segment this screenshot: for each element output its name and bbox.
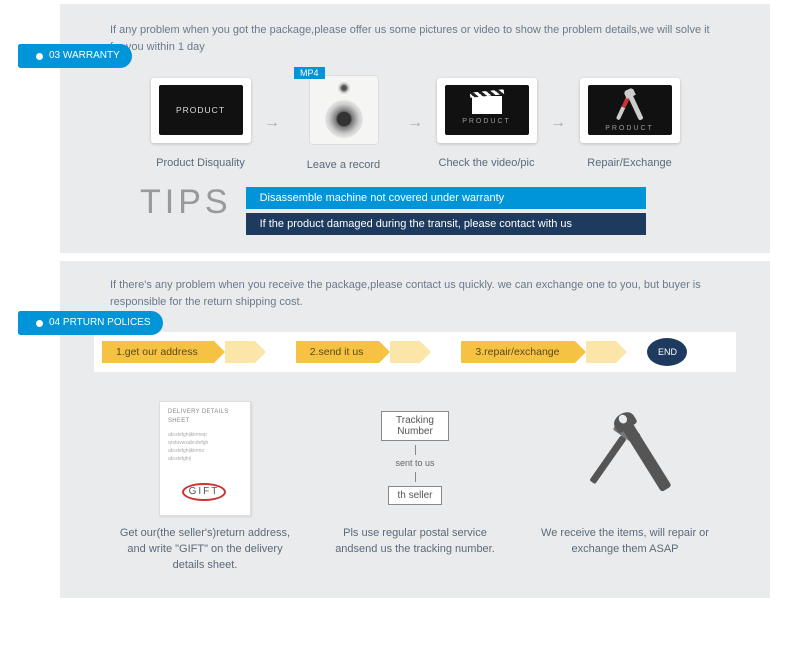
arrow-right-icon: →: [264, 114, 280, 132]
return-col-tracking: Tracking Number sent to us th seller Pls…: [325, 398, 505, 574]
flow-label: Leave a record: [307, 159, 380, 171]
step-3: 3.repair/exchange: [461, 341, 586, 363]
step-2: 2.send it us: [296, 341, 391, 363]
hammer-wrench-icon: [580, 413, 670, 503]
seller-box: th seller: [388, 486, 441, 505]
sent-label: sent to us: [395, 459, 434, 469]
end-badge: END: [647, 338, 687, 366]
product-monitor-icon: PRODUCT: [151, 78, 251, 143]
video-monitor-icon: PRODUCT: [437, 78, 537, 143]
mp4-badge: MP4: [294, 67, 325, 79]
tip-transit: If the product damaged during the transi…: [246, 213, 646, 235]
delivery-sheet-icon: DELIVERY DETAILS SHEET abcdefghijklmnopq…: [159, 401, 251, 516]
clapperboard-icon: [472, 96, 502, 114]
return-flow: DELIVERY DETAILS SHEET abcdefghijklmnopq…: [80, 398, 750, 580]
arrow-right-icon: →: [407, 114, 423, 132]
warranty-tab: 03 WARRANTY: [18, 44, 132, 68]
tools-icon: [612, 89, 648, 125]
tips-row: TIPS Disassemble machine not covered und…: [140, 185, 750, 235]
flow-item-disquality: PRODUCT Product Disquality: [143, 78, 258, 169]
tips-title: TIPS: [140, 185, 232, 219]
return-text-3: We receive the items, will repair or exc…: [535, 526, 715, 558]
warranty-intro: If any problem when you got the package,…: [80, 16, 750, 65]
tracking-diagram: Tracking Number sent to us th seller: [381, 411, 449, 506]
tips-bars: Disassemble machine not covered under wa…: [246, 187, 646, 235]
step-3-tail: [586, 341, 627, 363]
tab-label: 04 PRTURN POLICES: [49, 317, 151, 329]
gift-oval: GIFT: [182, 483, 226, 501]
tracking-box: Tracking Number: [381, 411, 449, 441]
step-strip: 1.get our address 2.send it us 3.repair/…: [94, 332, 736, 372]
arrow-right-icon: →: [550, 114, 566, 132]
step-1-tail: [225, 341, 266, 363]
returns-section: 04 PRTURN POLICES If there's any problem…: [60, 261, 770, 598]
returns-tab: 04 PRTURN POLICES: [18, 311, 163, 335]
return-col-tools: We receive the items, will repair or exc…: [535, 398, 715, 574]
flow-item-check: PRODUCT Check the video/pic: [429, 78, 544, 169]
tip-disassemble: Disassemble machine not covered under wa…: [246, 187, 646, 209]
returns-intro: If there's any problem when you receive …: [80, 273, 750, 322]
return-text-1: Get our(the seller's)return address, and…: [115, 526, 295, 574]
flow-label: Check the video/pic: [439, 157, 535, 169]
warranty-flow: PRODUCT Product Disquality → MP4 Leave a…: [80, 75, 750, 171]
flow-item-repair: PRODUCT Repair/Exchange: [572, 78, 687, 169]
return-col-address: DELIVERY DETAILS SHEET abcdefghijklmnopq…: [115, 398, 295, 574]
flow-item-record: MP4 Leave a record: [286, 75, 401, 171]
bullet-icon: [36, 320, 43, 327]
warranty-section: 03 WARRANTY If any problem when you got …: [60, 4, 770, 253]
flow-label: Product Disquality: [156, 157, 245, 169]
bullet-icon: [36, 53, 43, 60]
tools-monitor-icon: PRODUCT: [580, 78, 680, 143]
speaker-icon: [309, 75, 379, 145]
step-1: 1.get our address: [102, 341, 225, 363]
step-2-tail: [390, 341, 431, 363]
flow-label: Repair/Exchange: [587, 157, 671, 169]
return-text-2: Pls use regular postal service andsend u…: [325, 526, 505, 558]
tab-label: 03 WARRANTY: [49, 50, 120, 62]
